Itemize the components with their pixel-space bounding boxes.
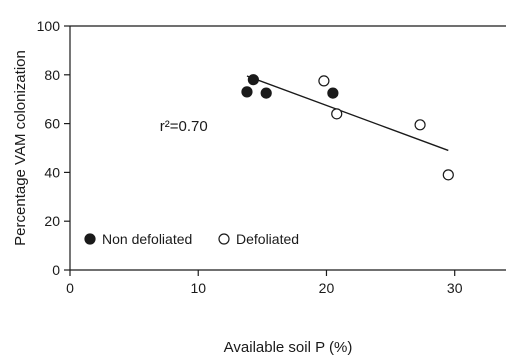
x-tick-label: 0 <box>66 280 74 296</box>
point-non-defoliated <box>241 86 253 98</box>
point-defoliated <box>414 119 426 131</box>
legend-marker-non-defoliated <box>84 233 96 245</box>
x-tick-label: 30 <box>447 280 463 296</box>
legend-label: Defoliated <box>236 231 299 247</box>
point-defoliated <box>331 108 343 120</box>
point-non-defoliated <box>327 87 339 99</box>
x-axis-label: Available soil P (%) <box>224 339 353 356</box>
y-tick-label: 40 <box>44 164 60 180</box>
y-axis-label: Percentage VAM colonization <box>12 50 29 246</box>
y-tick-label: 20 <box>44 213 60 229</box>
r-squared-annotation: r²=0.70 <box>160 118 208 135</box>
point-non-defoliated <box>247 74 259 86</box>
point-defoliated <box>442 169 454 181</box>
y-tick-label: 0 <box>52 262 60 278</box>
y-tick-label: 60 <box>44 116 60 132</box>
point-non-defoliated <box>260 87 272 99</box>
ticks: 0 20 40 60 80 100 0 10 20 30 <box>37 18 463 296</box>
trend-line <box>246 75 449 152</box>
legend: Non defoliated Defoliated <box>84 231 299 247</box>
point-defoliated <box>318 75 330 87</box>
data-points <box>241 74 454 181</box>
axes <box>69 25 506 271</box>
x-tick-label: 10 <box>190 280 206 296</box>
x-tick-label: 20 <box>319 280 335 296</box>
y-tick-label: 80 <box>44 67 60 83</box>
y-tick-label: 100 <box>37 18 61 34</box>
legend-label: Non defoliated <box>102 231 192 247</box>
legend-marker-defoliated <box>218 233 230 245</box>
